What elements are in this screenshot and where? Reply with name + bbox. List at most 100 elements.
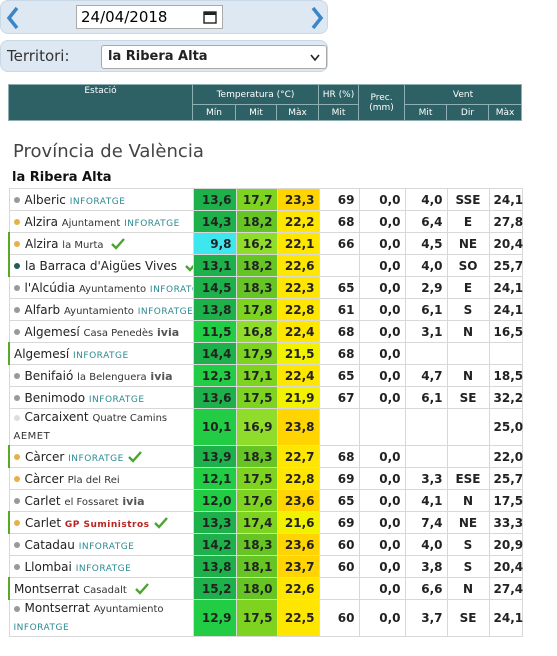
network-tag: GP Suministros xyxy=(64,519,150,530)
value-cell: 17,5 xyxy=(235,467,278,490)
value-cell: 12,0 xyxy=(192,489,237,512)
value-cell: 4,0 xyxy=(404,533,448,556)
value-cell: 20,4 xyxy=(488,555,523,578)
station-detail: Quatre Camins xyxy=(92,413,168,424)
select-arrow xyxy=(310,54,320,62)
network-tag: ivia xyxy=(157,325,180,339)
value-cell: 22,2 xyxy=(276,210,320,233)
value-cell: 14,5 xyxy=(192,276,237,299)
header-sub: Màx xyxy=(487,104,523,121)
value-cell xyxy=(404,342,448,365)
header-temperature: Temperatura (°C) xyxy=(192,84,319,105)
station-name: Benifaió xyxy=(24,368,74,383)
value-cell: 22,4 xyxy=(276,364,320,387)
station-row: Carlet GP Suministros 13,3 17,4 21,6 69 0,0 7,… xyxy=(8,511,523,534)
status-dot xyxy=(13,414,20,421)
value-cell: 22,8 xyxy=(276,467,320,490)
value-cell: 0,0 xyxy=(358,386,406,409)
value-cell: 18,5 xyxy=(488,364,523,387)
territory-select[interactable]: la Ribera Alta xyxy=(101,45,327,69)
value-cell: ESE xyxy=(446,467,490,490)
value-cell: 0,0 xyxy=(358,533,406,556)
value-cell: 3,3 xyxy=(404,467,448,490)
value-cell: 18,3 xyxy=(235,276,278,299)
status-dot xyxy=(14,520,20,526)
station-name: Carlet xyxy=(25,515,62,530)
station-cell: Càrcer Pla del Rei xyxy=(8,467,194,490)
station-cell: Alfarb Ayuntamiento INFORATGE xyxy=(8,298,194,321)
value-cell: 25,7 xyxy=(488,254,523,277)
value-cell xyxy=(488,342,523,365)
value-cell: 22,6 xyxy=(276,577,320,600)
value-cell: 16,5 xyxy=(488,320,523,343)
station-row: Alzira Ajuntament INFORATGE 14,3 18,2 22,2 6… xyxy=(8,210,523,233)
value-cell xyxy=(404,408,448,446)
value-cell: 21,6 xyxy=(276,511,320,534)
value-cell: 65 xyxy=(318,489,360,512)
station-name: Algemesí xyxy=(14,346,70,361)
station-name: Benimodo xyxy=(24,390,86,405)
verified-icon xyxy=(127,451,142,463)
calendar-icon[interactable] xyxy=(203,10,217,24)
next-day[interactable] xyxy=(309,5,325,31)
status-dot xyxy=(13,395,20,401)
value-cell: 16,2 xyxy=(235,232,278,255)
value-cell: 67 xyxy=(318,386,360,409)
value-cell: 23,6 xyxy=(276,489,320,512)
territory-value: la Ribera Alta xyxy=(108,49,208,64)
value-cell: 12,9 xyxy=(192,599,237,637)
value-cell: 10,1 xyxy=(192,408,237,446)
region-title: la Ribera Alta xyxy=(12,170,112,185)
value-cell: 33,3 xyxy=(488,511,523,534)
station-name: Carlet xyxy=(24,493,61,508)
value-cell: 4,1 xyxy=(404,489,448,512)
value-cell: S xyxy=(446,555,490,578)
status-dot xyxy=(14,241,20,247)
value-cell: 6,1 xyxy=(404,298,448,321)
value-cell: 69 xyxy=(318,467,360,490)
value-cell: 16,9 xyxy=(235,408,278,446)
value-cell xyxy=(318,577,360,600)
value-cell: SE xyxy=(446,599,490,637)
date-input[interactable]: 24/04/2018 xyxy=(76,5,223,29)
station-name: Carcaixent xyxy=(24,410,89,424)
station-name: Algemesí xyxy=(24,324,80,339)
value-cell: 13,8 xyxy=(192,555,237,578)
prev-day[interactable] xyxy=(5,5,21,31)
header-sub: Mín xyxy=(192,104,236,121)
status-dot xyxy=(13,476,20,482)
value-cell: 13,9 xyxy=(192,445,237,468)
value-cell: N xyxy=(446,489,490,512)
value-cell: 24,1 xyxy=(488,188,523,211)
value-cell: 3,7 xyxy=(404,599,448,637)
station-detail: Ayuntamiento xyxy=(64,305,134,317)
value-cell: 18,1 xyxy=(235,555,278,578)
station-cell: Carlet el Fossaret ivia xyxy=(8,489,194,512)
value-cell: S xyxy=(446,533,490,556)
station-row: Càrcer Pla del Rei 12,1 17,5 22,8 69 0,0 3,3 E… xyxy=(8,467,523,490)
station-cell: Càrcer INFORATGE xyxy=(8,445,194,468)
value-cell: 22,0 xyxy=(488,445,523,468)
value-cell: 24,1 xyxy=(488,298,523,321)
station-row: Llombai INFORATGE 13,8 18,1 23,7 60 0,0 3,8 S 20… xyxy=(8,555,523,578)
value-cell: 0,0 xyxy=(358,445,406,468)
value-cell: SSE xyxy=(446,188,490,211)
value-cell: 13,1 xyxy=(192,254,237,277)
value-cell: 65 xyxy=(318,276,360,299)
value-cell: 6,1 xyxy=(404,386,448,409)
value-cell: 20,9 xyxy=(488,533,523,556)
station-name: Llombai xyxy=(24,559,72,574)
station-cell: la Barraca d'Aigües Vives xyxy=(8,254,194,277)
value-cell: 17,9 xyxy=(235,342,278,365)
value-cell: 22,5 xyxy=(276,599,320,637)
value-cell xyxy=(404,445,448,468)
station-name: Càrcer xyxy=(25,449,65,464)
value-cell: 0,0 xyxy=(358,577,406,600)
station-detail: Pla del Rei xyxy=(67,474,120,486)
status-dot xyxy=(13,219,20,225)
value-cell: 4,7 xyxy=(404,364,448,387)
station-row: la Barraca d'Aigües Vives 13,1 18,2 22,6 0,… xyxy=(8,254,523,277)
value-cell: 23,7 xyxy=(276,555,320,578)
network-tag: ivia xyxy=(150,369,173,383)
value-cell: 13,6 xyxy=(192,386,237,409)
